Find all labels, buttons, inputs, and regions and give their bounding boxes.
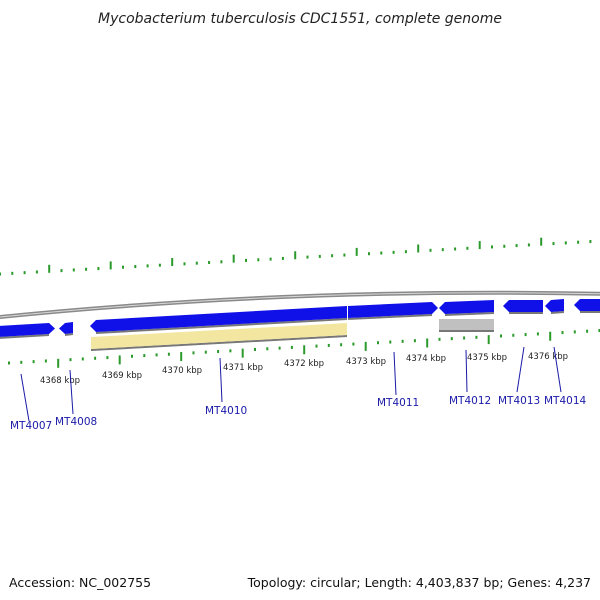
gene-next [574, 299, 600, 311]
scale-label: 4374 kbp [406, 354, 446, 364]
gene-label[interactable]: MT4011 [377, 397, 419, 409]
scale-label: 4370 kbp [162, 366, 202, 376]
gene-label[interactable]: MT4010 [205, 405, 247, 417]
callout-line [393, 351, 397, 396]
gene-mt4011 [348, 302, 438, 318]
callout-line [69, 369, 74, 415]
scale-label: 4373 kbp [346, 357, 386, 367]
callout-line [219, 357, 223, 403]
gene-callouts: MT4007 MT4008 MT4010 MT4011 MT4012 MT4013 MT40… [10, 346, 587, 432]
scale-label: 4376 kbp [528, 352, 568, 362]
gene-mt4008 [59, 322, 73, 334]
gene-shadow [445, 312, 494, 316]
gene-features [0, 299, 600, 351]
scale-label: 4372 kbp [284, 359, 324, 369]
topology-summary: Topology: circular; Length: 4,403,837 bp… [247, 575, 591, 590]
gene-label[interactable]: MT4012 [449, 395, 491, 407]
gene-label[interactable]: MT4013 [498, 395, 540, 407]
gene-mt4007 [0, 323, 55, 337]
callout-line [20, 373, 30, 422]
outer-tick-marks [0, 237, 592, 276]
inner-tick-marks [8, 329, 600, 368]
gene-mt4010 [90, 306, 347, 332]
scale-labels: 4368 kbp 4369 kbp 4370 kbp 4371 kbp 4372 kbp… [40, 352, 568, 386]
gene-shadow [0, 334, 49, 339]
scale-label: 4375 kbp [467, 353, 507, 363]
scale-label: 4368 kbp [40, 376, 80, 386]
accession-text: Accession: NC_002755 [9, 575, 151, 590]
gene-shadow [439, 330, 494, 332]
callout-line [465, 349, 468, 393]
feature-yellow [91, 323, 347, 349]
genome-backbone-highlight [0, 292, 600, 318]
map-title: Mycobacterium tuberculosis CDC1551, comp… [98, 11, 502, 27]
feature-gray [439, 319, 494, 330]
gene-mt4014 [545, 299, 564, 312]
gene-shadow [348, 314, 432, 320]
gene-label[interactable]: MT4014 [544, 395, 587, 407]
callout-line [553, 346, 562, 393]
gene-mt4013 [503, 300, 543, 312]
gene-label[interactable]: MT4007 [10, 420, 52, 432]
gene-shadow [91, 335, 347, 351]
gene-shadow [509, 312, 543, 314]
gene-mt4012 [439, 300, 494, 314]
gene-shadow [96, 318, 347, 334]
gene-shadow [580, 311, 600, 313]
scale-label: 4371 kbp [223, 363, 263, 373]
scale-label: 4369 kbp [102, 371, 142, 381]
callout-line [516, 346, 525, 393]
gene-label[interactable]: MT4008 [55, 416, 97, 428]
